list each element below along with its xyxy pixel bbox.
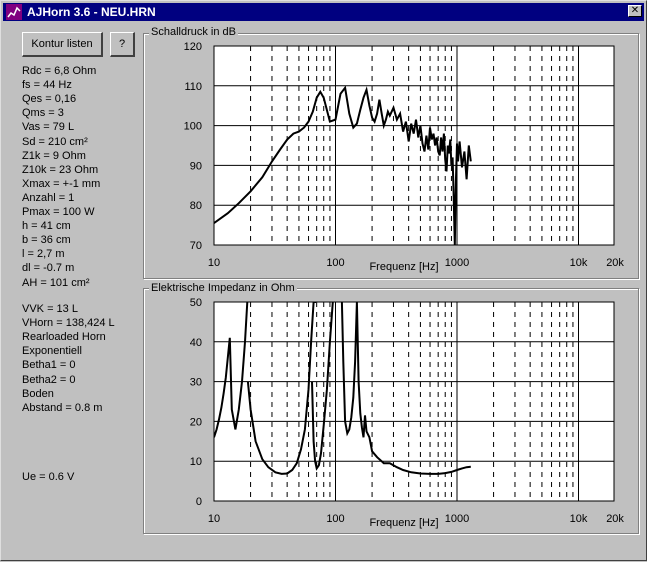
- chart-icon: [6, 4, 22, 20]
- y-tick-label: 100: [184, 121, 202, 133]
- param-item: Vas = 79 L: [22, 121, 75, 134]
- param-item: Xmax = +-1 mm: [22, 177, 101, 190]
- close-button[interactable]: ✕: [628, 5, 642, 17]
- param-item: Anzahl = 1: [22, 191, 75, 204]
- horn-param-item: Betha1 = 0: [22, 359, 76, 372]
- series-line: [214, 85, 472, 245]
- y-tick-label: 110: [184, 81, 202, 93]
- voltage-label: Ue = 0.6 V: [22, 471, 75, 483]
- impedance-groupbox: [143, 288, 639, 534]
- series-line: [311, 302, 334, 471]
- spl-chart-title: Schalldruck in dB: [149, 26, 238, 38]
- kontur-listen-button[interactable]: Kontur listen: [22, 32, 103, 57]
- y-tick-label: 10: [190, 456, 202, 468]
- param-item: Qms = 3: [22, 107, 64, 120]
- x-tick-label: 1000: [445, 513, 469, 525]
- spl-groupbox: [143, 33, 639, 279]
- title-bar[interactable]: AJHorn 3.6 - NEU.HRN ✕: [3, 3, 644, 21]
- param-item: Z10k = 23 Ohm: [22, 163, 99, 176]
- horn-param-item: Betha2 = 0: [22, 373, 76, 386]
- impedance-chart-title: Elektrische Impedanz in Ohm: [149, 282, 297, 294]
- plot-area: [213, 45, 615, 246]
- param-item: h = 41 cm: [22, 220, 71, 233]
- help-button[interactable]: ?: [110, 32, 135, 57]
- y-tick-label: 50: [190, 297, 202, 309]
- y-tick-label: 40: [190, 337, 202, 349]
- series-line: [340, 302, 471, 475]
- series-line: [246, 302, 317, 475]
- x-tick-label: 20k: [606, 257, 624, 269]
- horn-param-item: Exponentiell: [22, 345, 82, 358]
- y-tick-label: 30: [190, 377, 202, 389]
- x-tick-label: 10k: [570, 513, 588, 525]
- y-tick-label: 90: [190, 160, 202, 172]
- horn-param-item: VVK = 13 L: [22, 303, 78, 315]
- param-item: Qes = 0,16: [22, 93, 77, 106]
- param-item: fs = 44 Hz: [22, 79, 72, 92]
- param-item: l = 2,7 m: [22, 248, 65, 261]
- horn-param-item: VHorn = 138,424 L: [22, 317, 115, 330]
- x-tick-label: 100: [326, 513, 344, 525]
- y-tick-label: 80: [190, 200, 202, 212]
- x-tick-label: 10: [208, 513, 220, 525]
- series-line: [214, 302, 249, 438]
- param-item: AH = 101 cm²: [22, 276, 90, 289]
- horn-param-item: Abstand = 0.8 m: [22, 401, 103, 414]
- param-item: Rdc = 6,8 Ohm: [22, 65, 97, 77]
- x-tick-label: 10: [208, 257, 220, 269]
- x-tick-label: 100: [326, 257, 344, 269]
- window-title: AJHorn 3.6 - NEU.HRN: [27, 5, 156, 19]
- x-tick-label: 20k: [606, 513, 624, 525]
- horn-param-item: Boden: [22, 387, 54, 400]
- horn-param-item: Rearloaded Horn: [22, 331, 106, 344]
- param-item: dl = -0.7 m: [22, 262, 75, 275]
- y-tick-label: 120: [184, 41, 202, 53]
- plot-area: [213, 301, 615, 502]
- x-tick-label: 1000: [445, 257, 469, 269]
- x-tick-label: 10k: [570, 257, 588, 269]
- param-item: Sd = 210 cm²: [22, 135, 88, 148]
- y-tick-label: 0: [196, 496, 202, 508]
- param-item: Pmax = 100 W: [22, 206, 95, 218]
- x-axis-label: Frequenz [Hz]: [369, 517, 438, 529]
- y-tick-label: 70: [190, 240, 202, 252]
- y-tick-label: 20: [190, 416, 202, 428]
- param-item: b = 36 cm: [22, 234, 71, 247]
- param-item: Z1k = 9 Ohm: [22, 149, 86, 162]
- x-axis-label: Frequenz [Hz]: [369, 261, 438, 273]
